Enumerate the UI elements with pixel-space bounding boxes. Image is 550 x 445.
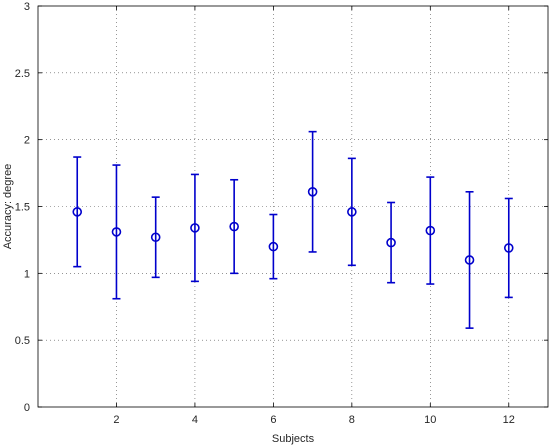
mean-marker [503,243,514,253]
x-axis-label: Subjects [272,433,315,445]
x-tick-label: 8 [349,414,355,426]
y-axis-label: Accuracy: degree [2,164,14,250]
error-bar-point [268,213,279,280]
mean-marker [347,207,357,217]
error-bar-point [190,173,200,283]
error-bar-point [72,156,83,268]
y-tick-label: 1 [24,268,30,280]
error-bar-point [307,130,318,253]
error-bar-point [111,164,122,300]
mean-marker [150,232,161,243]
x-tick-label: 12 [503,414,515,426]
mean-marker [464,255,475,265]
mean-marker [268,241,279,252]
mean-marker [425,225,436,236]
error-bar-point [150,196,161,279]
x-axis-ticks: 2 4 6 8 10 12 [113,6,515,426]
mean-marker [190,223,200,233]
y-tick-label: 0 [24,402,30,414]
y-tick-label: 1.5 [15,202,30,214]
y-axis-ticks: 0 0.5 1 1.5 2 2.5 3 [15,1,548,414]
mean-marker [307,186,318,197]
error-bar-point [229,178,239,275]
error-bar-point [503,197,514,299]
mean-marker [111,227,122,237]
y-tick-label: 0.5 [15,335,30,347]
error-bar-series [72,130,514,329]
y-tick-label: 2.5 [15,68,30,80]
error-bar-point [425,176,436,285]
error-bar-point [347,157,357,267]
x-tick-label: 6 [270,414,276,426]
mean-marker [386,237,396,248]
y-tick-label: 3 [24,1,30,13]
x-tick-label: 10 [424,414,436,426]
mean-marker [72,207,83,217]
y-tick-label: 2 [24,135,30,147]
x-tick-label: 2 [113,414,119,426]
x-tick-label: 4 [192,414,198,426]
error-bar-point [464,190,475,329]
error-bar-point [386,201,396,284]
mean-marker [229,221,239,232]
